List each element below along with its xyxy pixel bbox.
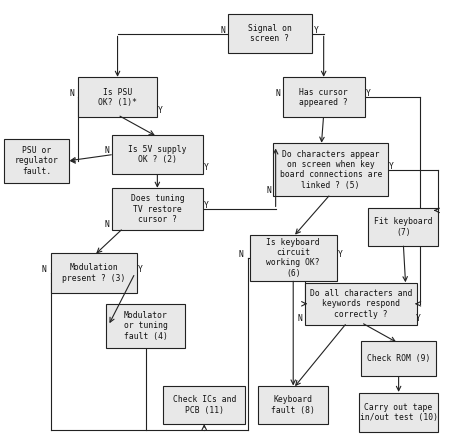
Text: Is keyboard
circuit
working OK?
(6): Is keyboard circuit working OK? (6) [266, 238, 320, 278]
FancyBboxPatch shape [368, 208, 438, 246]
FancyBboxPatch shape [112, 188, 203, 230]
Text: Signal on
screen ?: Signal on screen ? [248, 24, 292, 43]
Text: N: N [42, 265, 46, 274]
FancyBboxPatch shape [51, 253, 137, 293]
FancyBboxPatch shape [361, 341, 436, 376]
Text: Carry out tape
in/out test (10): Carry out tape in/out test (10) [360, 403, 438, 422]
Text: Fit keyboard
(7): Fit keyboard (7) [374, 217, 433, 237]
FancyBboxPatch shape [359, 392, 438, 432]
FancyBboxPatch shape [250, 235, 337, 281]
Text: Does tuning
TV restore
cursor ?: Does tuning TV restore cursor ? [130, 194, 184, 224]
Text: N: N [238, 250, 244, 259]
Text: Check ICs and
PCB (11): Check ICs and PCB (11) [173, 395, 236, 415]
Text: Do characters appear
on screen when key
board connections are
linked ? (5): Do characters appear on screen when key … [280, 150, 382, 190]
Text: Do all characters and
keywords respond
correctly ?: Do all characters and keywords respond c… [310, 289, 412, 319]
Text: Y: Y [337, 250, 342, 259]
FancyBboxPatch shape [106, 304, 185, 348]
Text: Y: Y [138, 265, 143, 274]
FancyBboxPatch shape [228, 14, 312, 53]
Text: N: N [105, 220, 109, 229]
Text: PSU or
regulator
fault.: PSU or regulator fault. [15, 146, 58, 176]
Text: Y: Y [365, 89, 370, 98]
FancyBboxPatch shape [78, 77, 157, 117]
Text: Is PSU
OK? (1)*: Is PSU OK? (1)* [98, 88, 137, 107]
Text: N: N [70, 89, 74, 98]
Text: Check ROM (9): Check ROM (9) [367, 354, 430, 363]
Text: Modulation
present ? (3): Modulation present ? (3) [63, 263, 126, 283]
FancyBboxPatch shape [258, 386, 328, 424]
Text: Y: Y [204, 201, 209, 210]
Text: Y: Y [314, 25, 319, 35]
FancyBboxPatch shape [283, 77, 365, 117]
FancyBboxPatch shape [4, 139, 69, 183]
Text: Is 5V supply
OK ? (2): Is 5V supply OK ? (2) [128, 145, 187, 164]
Text: N: N [266, 186, 271, 195]
Text: Y: Y [416, 315, 421, 324]
Text: Modulator
or tuning
fault (4): Modulator or tuning fault (4) [124, 311, 168, 341]
Text: N: N [275, 89, 281, 98]
Text: Keyboard
fault (8): Keyboard fault (8) [271, 395, 315, 415]
FancyBboxPatch shape [305, 283, 417, 325]
Text: N: N [298, 315, 303, 324]
FancyBboxPatch shape [163, 386, 245, 424]
Text: Has cursor
appeared ?: Has cursor appeared ? [299, 88, 348, 107]
Text: N: N [105, 146, 109, 155]
Text: Y: Y [158, 106, 163, 115]
Text: Y: Y [389, 162, 394, 171]
Text: Y: Y [204, 163, 209, 172]
FancyBboxPatch shape [273, 143, 388, 196]
FancyBboxPatch shape [112, 134, 203, 174]
Text: N: N [220, 25, 225, 35]
